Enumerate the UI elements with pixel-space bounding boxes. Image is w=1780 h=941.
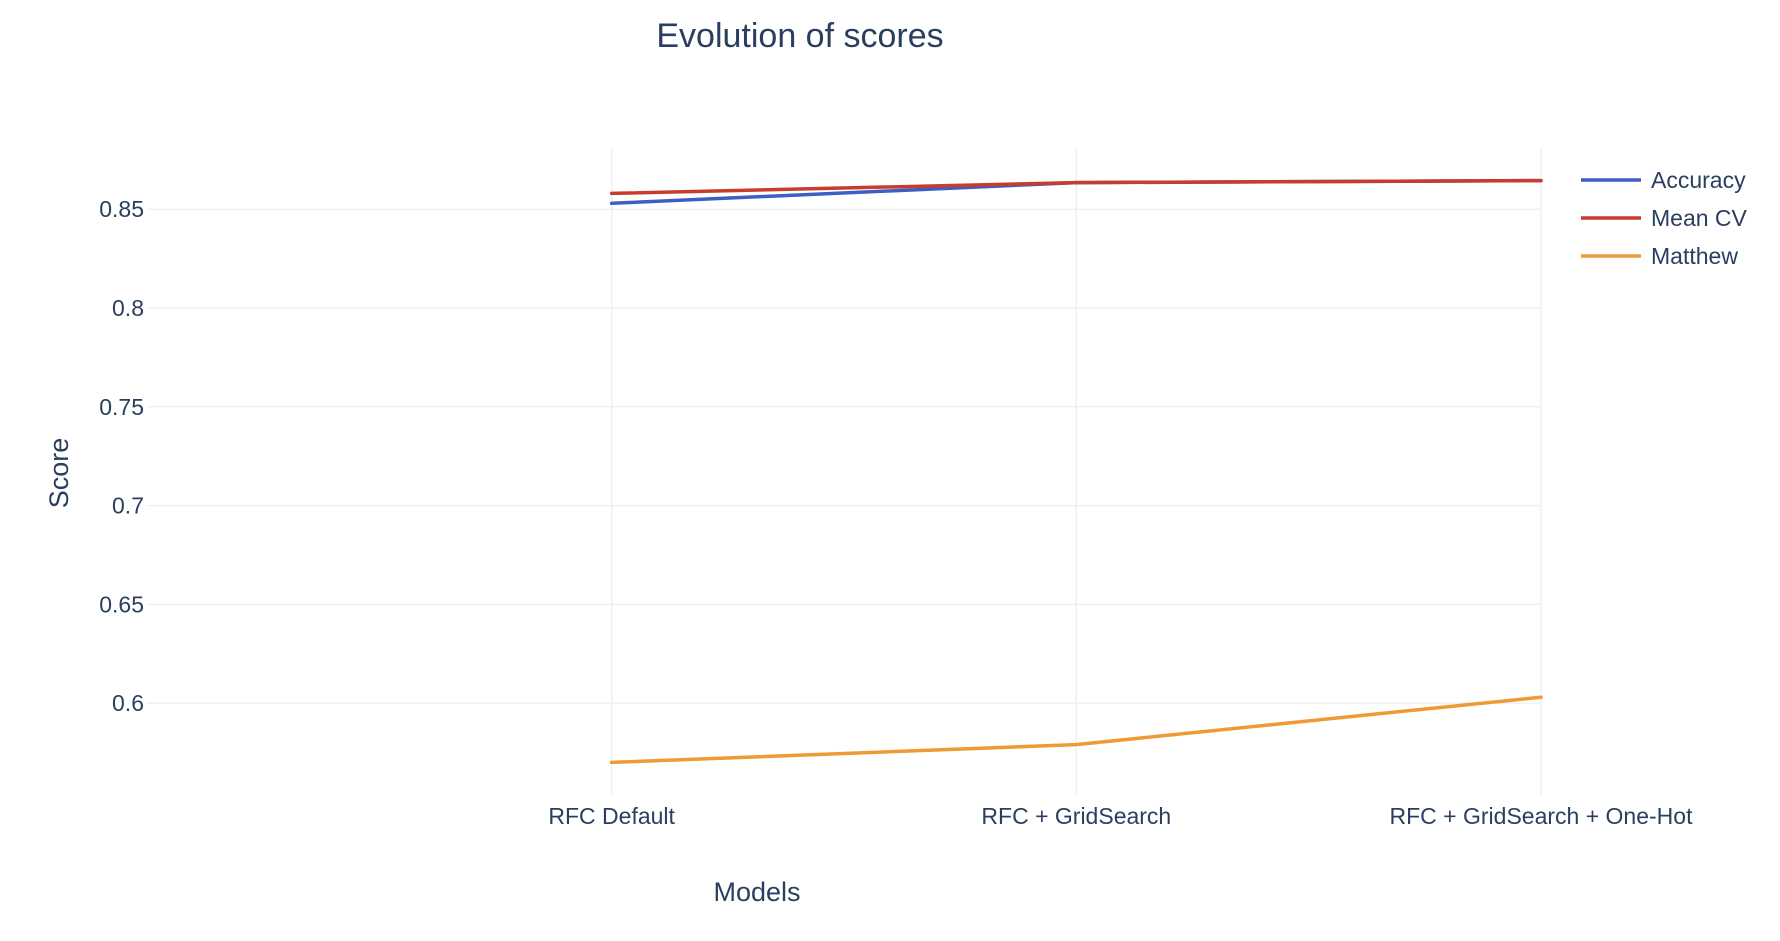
x-tick-label: RFC + GridSearch [981, 803, 1171, 829]
x-axis-title: Models [713, 877, 800, 907]
y-tick-label: 0.7 [112, 493, 144, 519]
grid [147, 148, 1542, 795]
x-tick-label: RFC Default [548, 803, 675, 829]
legend-label: Matthew [1651, 243, 1738, 269]
y-axis-title: Score [44, 438, 74, 509]
y-tick-label: 0.65 [99, 591, 144, 617]
legend-item-accuracy[interactable]: Accuracy [1581, 167, 1746, 193]
y-tick-label: 0.85 [99, 196, 144, 222]
x-axis-ticks: RFC Default RFC + GridSearch RFC + GridSea… [548, 803, 1693, 829]
legend-item-matthew[interactable]: Matthew [1581, 243, 1738, 269]
chart-title: Evolution of scores [656, 17, 943, 55]
y-axis-ticks: 0.6 0.65 0.7 0.75 0.8 0.85 [99, 196, 144, 716]
series-line-mean-cv[interactable] [609, 178, 1543, 196]
y-tick-label: 0.8 [112, 295, 144, 321]
x-tick-label: RFC + GridSearch + One-Hot [1390, 803, 1694, 829]
legend-label: Mean CV [1651, 205, 1748, 231]
y-tick-label: 0.75 [99, 394, 144, 420]
legend[interactable]: Accuracy Mean CV Matthew [1581, 167, 1748, 269]
legend-label: Accuracy [1651, 167, 1746, 193]
series-lines [609, 178, 1543, 765]
y-tick-label: 0.6 [112, 690, 144, 716]
series-line-matthew[interactable] [609, 695, 1543, 765]
legend-item-mean-cv[interactable]: Mean CV [1581, 205, 1748, 231]
